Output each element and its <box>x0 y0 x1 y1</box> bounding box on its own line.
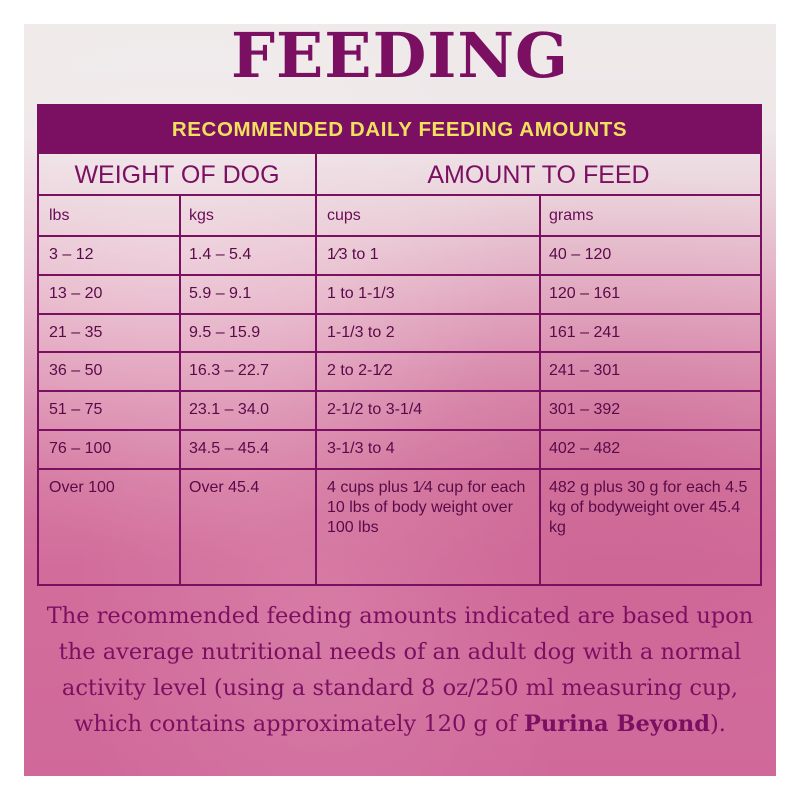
table-cell: 5.9 – 9.1 <box>189 284 252 302</box>
row-divider <box>39 351 760 354</box>
unit-label-1: kgs <box>189 207 214 224</box>
column-divider-main <box>315 154 317 584</box>
group-divider <box>39 194 760 196</box>
table-cell: 4 cups plus 1⁄4 cup for each 10 lbs of b… <box>327 478 526 536</box>
table-cell: 16.3 – 22.7 <box>189 362 270 380</box>
table-cell: 34.5 – 45.4 <box>189 440 270 457</box>
table-cell: 21 – 35 <box>49 323 103 341</box>
brand-name: Purina Beyond <box>524 711 710 737</box>
table-cell: Over 100 <box>49 478 115 496</box>
row-divider <box>39 390 760 393</box>
unit-label-3: grams <box>549 207 594 224</box>
row-divider <box>39 467 760 470</box>
group-head-weight: WEIGHT OF DOG <box>74 160 280 189</box>
table-cell: 2 to 2-1⁄2 <box>327 362 393 380</box>
table-cell: 482 g plus 30 g for each 4.5 kg of bodyw… <box>549 478 748 536</box>
table-cell: 1⁄3 to 1 <box>327 246 379 263</box>
table-cell: 120 – 161 <box>549 284 621 302</box>
row-divider <box>39 273 760 276</box>
page-title: FEEDING <box>231 19 569 92</box>
column-divider <box>179 196 181 584</box>
row-divider <box>39 429 760 431</box>
feeding-table: RECOMMENDED DAILY FEEDING AMOUNTS WEIGHT… <box>37 104 762 586</box>
group-head-amount: AMOUNT TO FEED <box>427 160 650 189</box>
table-cell: 76 – 100 <box>49 440 112 457</box>
table-header: RECOMMENDED DAILY FEEDING AMOUNTS <box>39 106 760 154</box>
table-cell: Over 45.4 <box>189 478 260 496</box>
table-cell: 3 – 12 <box>49 246 94 263</box>
table-cell: 13 – 20 <box>49 284 103 302</box>
unit-label-0: lbs <box>49 207 70 224</box>
table-cell: 51 – 75 <box>49 401 103 419</box>
table-cell: 402 – 482 <box>549 440 621 457</box>
table-cell: 9.5 – 15.9 <box>189 323 261 341</box>
table-cell: 241 – 301 <box>549 362 621 380</box>
note-end: ). <box>709 711 726 737</box>
row-divider <box>39 312 760 315</box>
table-cell: 1-1/3 to 2 <box>327 323 395 341</box>
table-cell: 23.1 – 34.0 <box>189 401 270 419</box>
feeding-note: The recommended feeding amounts indicate… <box>34 598 766 742</box>
unit-label-2: cups <box>327 207 361 224</box>
row-divider <box>39 235 760 237</box>
table-cell: 161 – 241 <box>549 323 621 341</box>
column-divider <box>539 196 541 584</box>
table-cell: 301 – 392 <box>549 401 621 419</box>
table-cell: 3-1/3 to 4 <box>327 440 395 457</box>
note-text: The recommended feeding amounts indicate… <box>46 603 754 737</box>
table-cell: 40 – 120 <box>549 246 612 263</box>
table-cell: 1 to 1-1/3 <box>327 284 395 302</box>
table-cell: 36 – 50 <box>49 362 103 380</box>
table-cell: 1.4 – 5.4 <box>189 246 252 263</box>
table-cell: 2-1/2 to 3-1/4 <box>327 401 423 419</box>
